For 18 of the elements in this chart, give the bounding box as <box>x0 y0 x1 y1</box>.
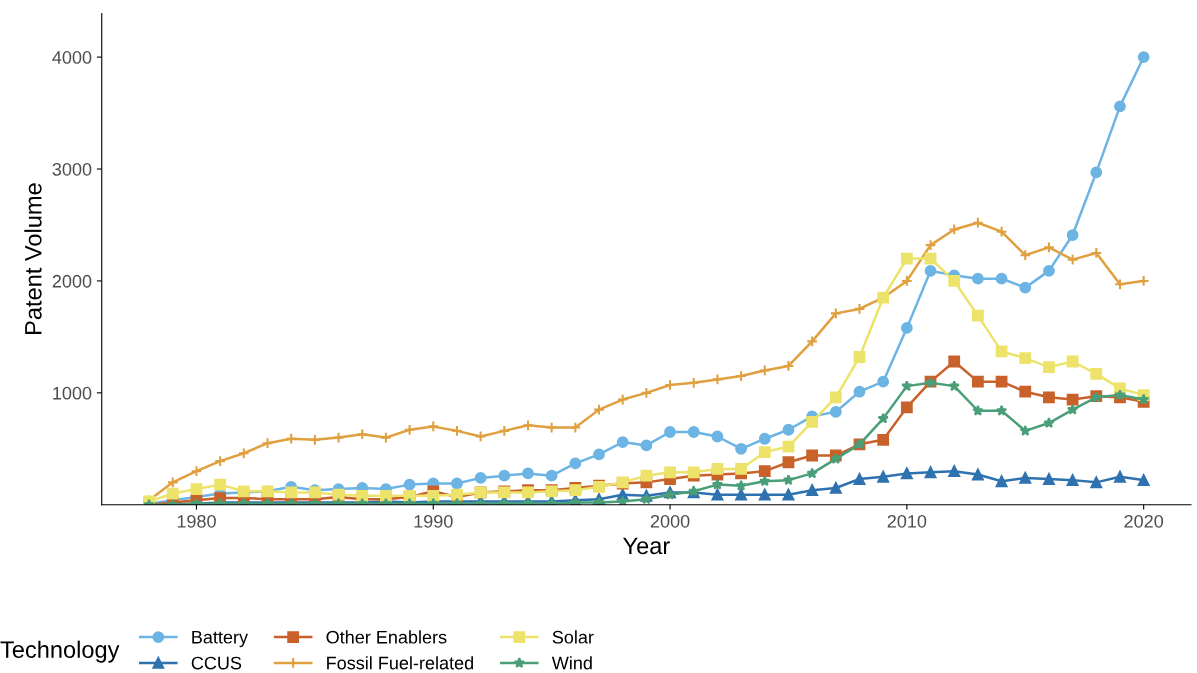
legend-label: Wind <box>551 656 592 670</box>
legend-label: Fossil Fuel-related <box>327 656 473 670</box>
legend-label: CCUS <box>191 656 242 670</box>
legend-label: Battery <box>192 630 248 648</box>
legend-label: Other Enablers <box>326 630 447 644</box>
y-tick-label: 1000 <box>53 386 92 400</box>
legend-label: Solar <box>552 630 594 644</box>
y-tick-label: 2000 <box>52 274 92 288</box>
x-tick-label: 1980 <box>177 514 216 528</box>
x-tick-label: 2020 <box>1124 514 1164 528</box>
y-axis-title: Patent Volume <box>24 183 42 334</box>
x-tick-label: 2000 <box>650 514 690 528</box>
x-tick-label: 2010 <box>887 514 927 528</box>
x-axis-title: Year <box>623 537 670 555</box>
y-tick-label: 3000 <box>52 162 92 176</box>
x-tick-label: 1990 <box>414 514 453 528</box>
y-tick-label: 4000 <box>52 51 92 64</box>
legend-title: Technology <box>0 640 120 663</box>
